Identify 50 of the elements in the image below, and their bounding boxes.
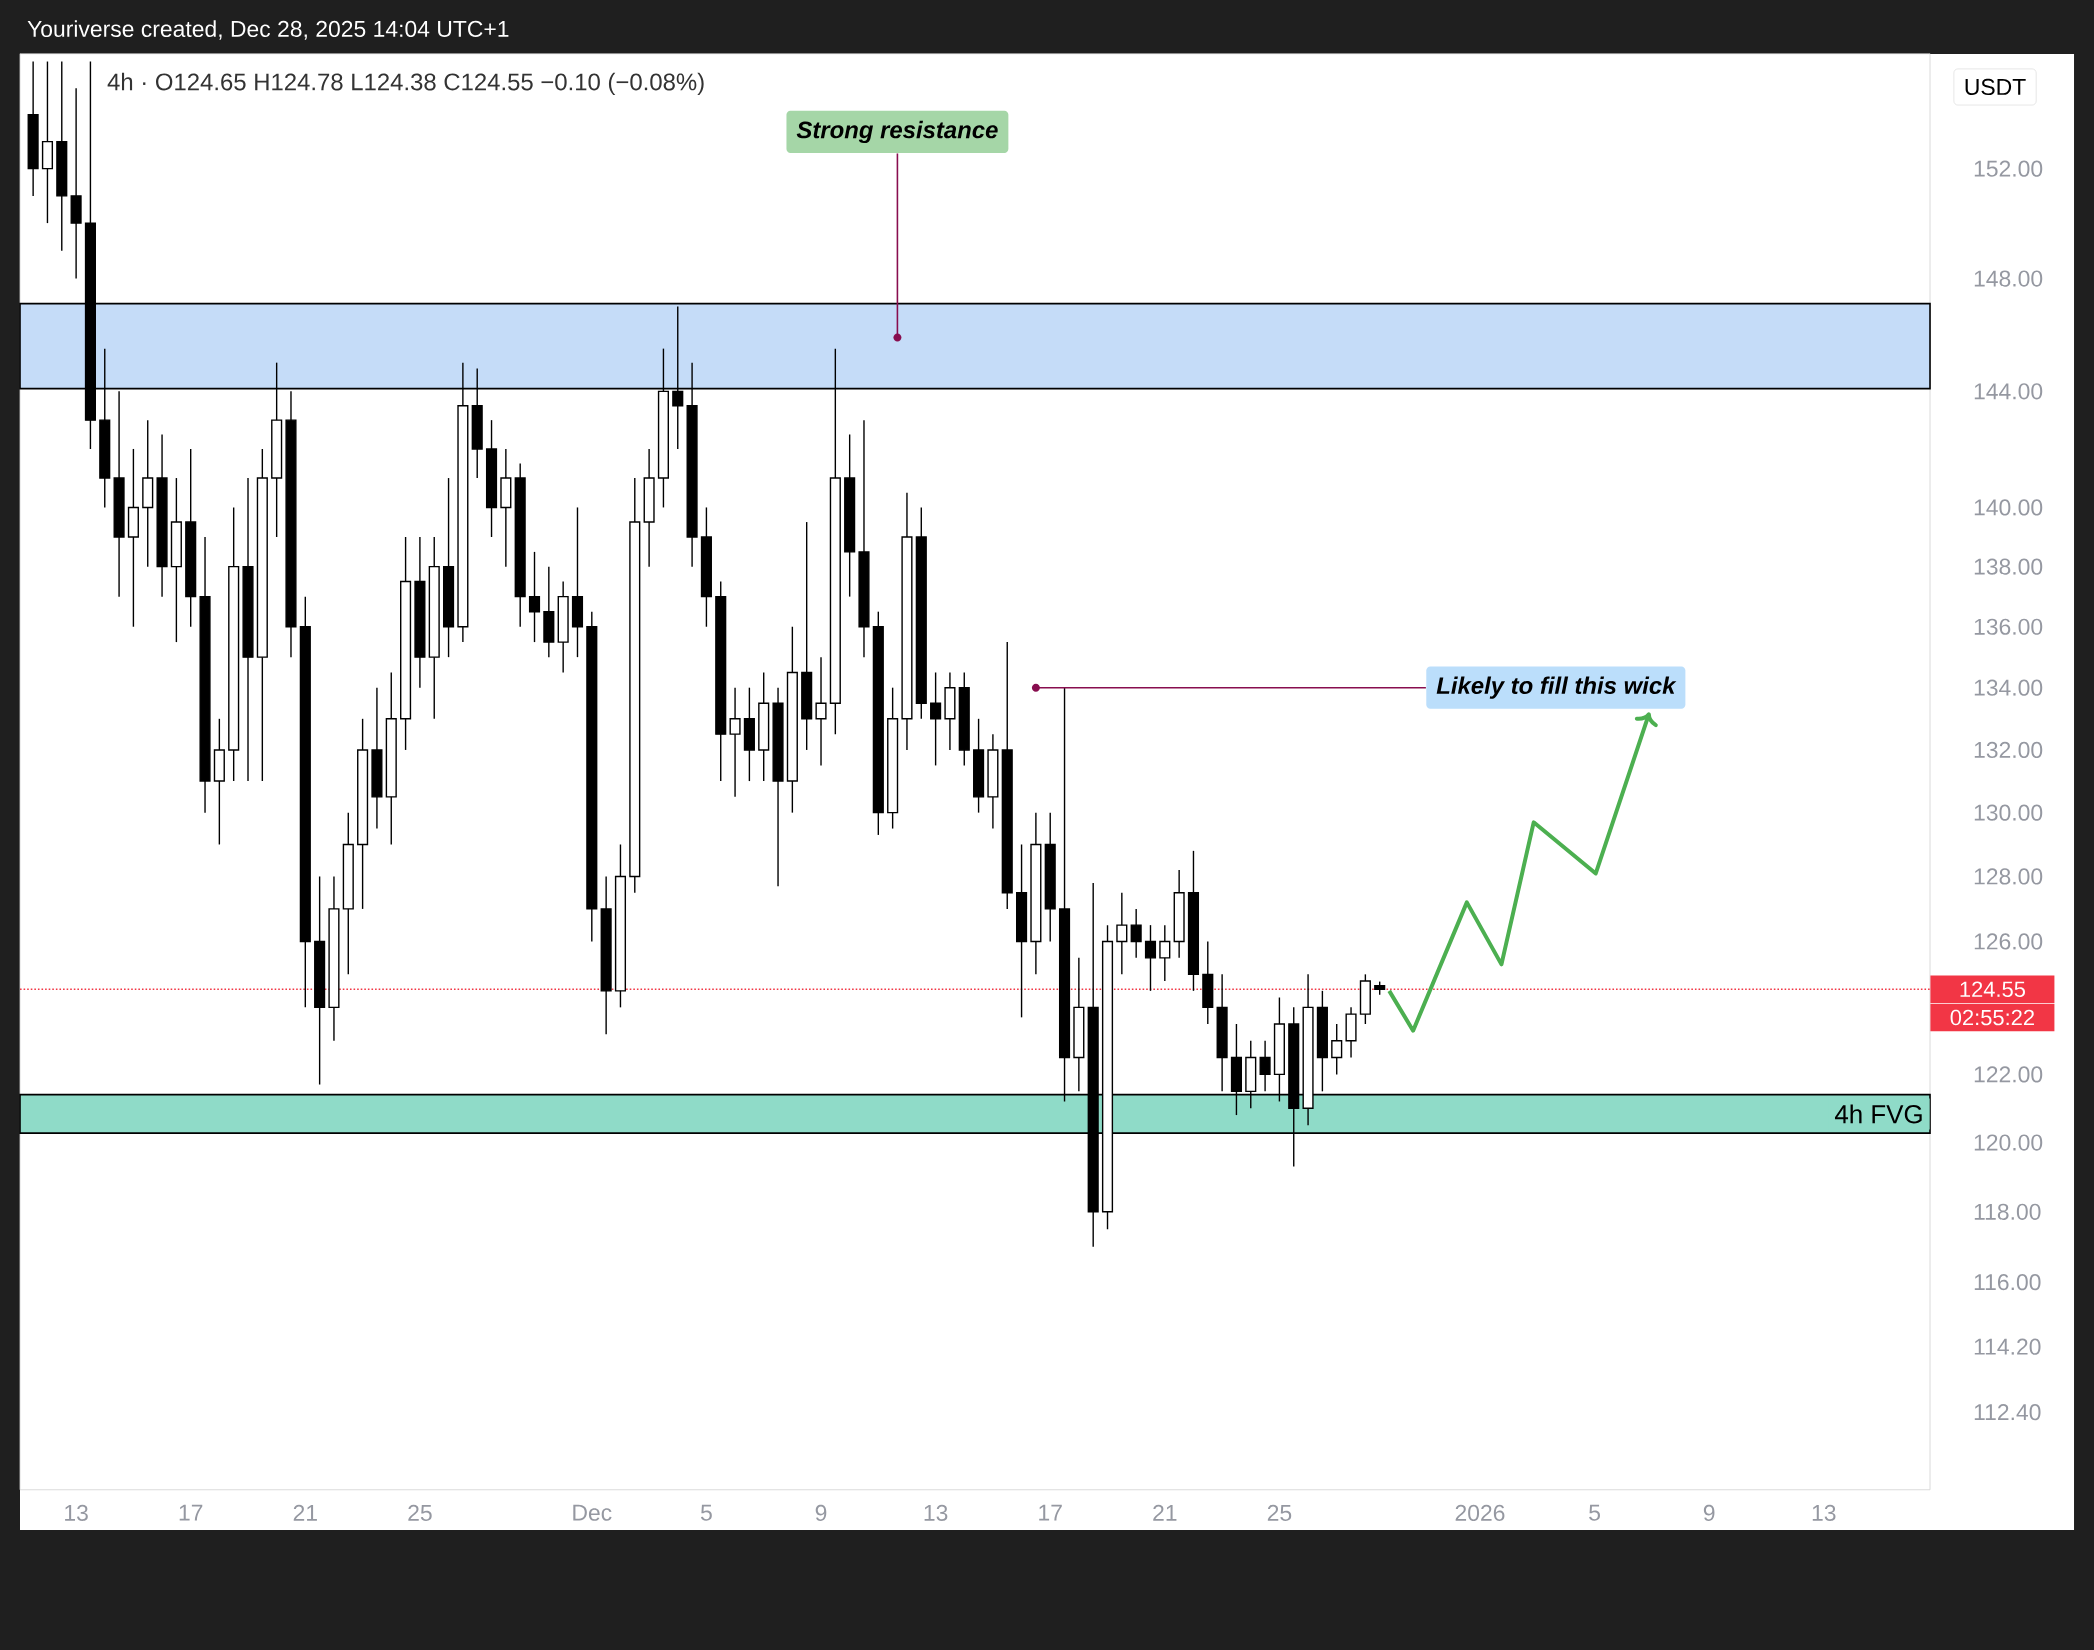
y-axis-title: USDT xyxy=(1965,78,2026,96)
x-tick-label: Dec xyxy=(573,1504,612,1521)
x-tick-label: 17 xyxy=(1039,1504,1062,1521)
y-tick-label: 140.00 xyxy=(1974,499,2043,516)
x-tick-label: 13 xyxy=(65,1504,88,1522)
x-tick-label: 25 xyxy=(408,1504,432,1522)
candlestick xyxy=(1116,891,1128,976)
y-tick-label: 144.00 xyxy=(1974,383,2043,400)
y-tick-label: 152.00 xyxy=(1974,160,2043,177)
x-tick-label: 2026 xyxy=(1455,1504,1505,1522)
y-tick-label: 138.00 xyxy=(1974,558,2043,575)
y-tick-label: 136.00 xyxy=(1974,618,2043,635)
x-tick-label: 9 xyxy=(1703,1504,1715,1522)
y-tick-label: 120.00 xyxy=(1974,1134,2043,1151)
y-tick-label: 128.00 xyxy=(1974,868,2043,885)
x-tick-label: 5 xyxy=(700,1504,712,1521)
y-tick-label: 122.00 xyxy=(1974,1066,2043,1083)
x-tick-label: 13 xyxy=(1812,1504,1836,1522)
candlestick xyxy=(1159,924,1171,982)
candlestick xyxy=(1331,1023,1343,1076)
ref-line-label: 124.55 xyxy=(1960,981,2025,998)
x-tick-label: 21 xyxy=(293,1504,317,1521)
y-tick-label: 112.40 xyxy=(1974,1404,2041,1421)
x-tick-label: 13 xyxy=(924,1504,948,1522)
candlestick xyxy=(1259,1040,1271,1093)
y-tick-label: 114.20 xyxy=(1974,1338,2041,1355)
x-tick-label: 21 xyxy=(1153,1504,1177,1521)
x-tick-label: 5 xyxy=(1589,1504,1600,1521)
y-tick-label: 118.00 xyxy=(1974,1203,2041,1220)
candlestick xyxy=(930,671,942,767)
candlestick xyxy=(1130,908,1142,959)
y-tick-label: 126.00 xyxy=(1974,933,2043,950)
annotation: Likely to fill this wick xyxy=(1436,676,1677,699)
chart-title: Youriverse created, Dec 28, 2025 14:04 UTC+1 xyxy=(27,20,509,40)
y-tick-label: 148.00 xyxy=(1974,270,2043,287)
y-tick-label: 132.00 xyxy=(1974,741,2043,759)
y-tick-label: 116.00 xyxy=(1974,1274,2041,1291)
x-tick-label: 17 xyxy=(179,1504,203,1521)
candlestick xyxy=(729,686,741,798)
band-label: 4h FVG xyxy=(1834,1104,1922,1124)
candlestick xyxy=(1144,924,1157,992)
candlestick xyxy=(815,656,827,767)
text: 4h · O124.65 H124.78 L124.38 C124.55 −0.10 (−0.08%) xyxy=(107,72,704,96)
text: 02:55:22 xyxy=(1950,1009,2034,1026)
candlestick xyxy=(528,551,541,643)
y-tick-label: 130.00 xyxy=(1974,804,2043,821)
y-tick-label: 134.00 xyxy=(1974,679,2043,696)
annotation: Strong resistance xyxy=(796,120,998,144)
x-tick-label: 9 xyxy=(815,1504,827,1522)
x-tick-label: 25 xyxy=(1267,1504,1292,1522)
